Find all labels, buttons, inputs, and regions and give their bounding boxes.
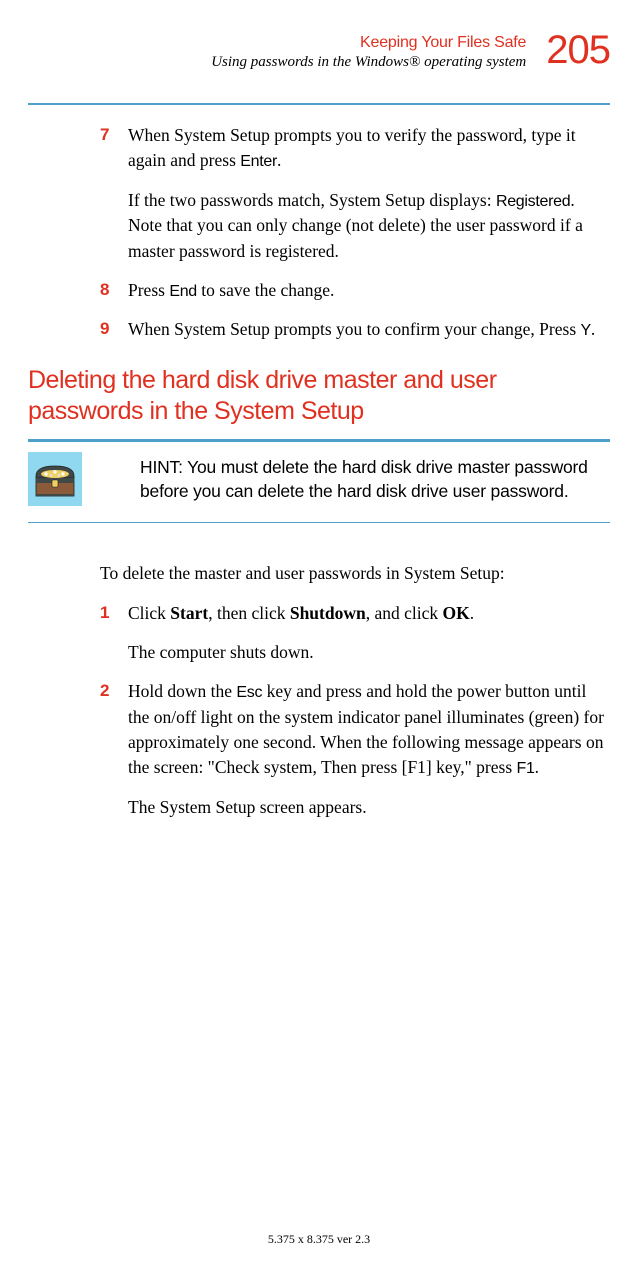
step-paragraph: Press End to save the change.	[128, 278, 610, 303]
step-item: 7When System Setup prompts you to verify…	[100, 123, 610, 264]
step-paragraph: When System Setup prompts you to verify …	[128, 123, 610, 174]
step-item: 2Hold down the Esc key and press and hol…	[100, 679, 610, 820]
section-title: Using passwords in the Windows® operatin…	[211, 54, 526, 71]
hint-text: HINT: You must delete the hard disk driv…	[140, 455, 610, 504]
page-content: 7When System Setup prompts you to verify…	[28, 123, 610, 820]
steps-list-b: 1Click Start, then click Shutdown, and c…	[100, 601, 610, 821]
step-paragraph: Hold down the Esc key and press and hold…	[128, 679, 610, 781]
step-text: Click Start, then click Shutdown, and cl…	[128, 601, 610, 666]
step-text: When System Setup prompts you to verify …	[128, 123, 610, 264]
hint-block: HINT: You must delete the hard disk driv…	[28, 439, 610, 523]
step-number: 9	[100, 317, 128, 342]
step-paragraph: Click Start, then click Shutdown, and cl…	[128, 601, 610, 626]
step-number: 8	[100, 278, 128, 303]
header-rule	[28, 103, 610, 105]
step-text: When System Setup prompts you to confirm…	[128, 317, 610, 342]
treasure-chest-icon	[28, 452, 82, 506]
step-item: 9When System Setup prompts you to confir…	[100, 317, 610, 342]
step-number: 2	[100, 679, 128, 820]
step-item: 8Press End to save the change.	[100, 278, 610, 303]
page-number: 205	[546, 30, 610, 70]
hint-row: HINT: You must delete the hard disk driv…	[28, 442, 610, 522]
step-text: Hold down the Esc key and press and hold…	[128, 679, 610, 820]
hint-rule-bottom	[28, 522, 610, 523]
header-text: Keeping Your Files Safe Using passwords …	[211, 30, 526, 71]
section-heading: Deleting the hard disk drive master and …	[28, 365, 610, 428]
page-footer: 5.375 x 8.375 ver 2.3	[0, 1232, 638, 1247]
step-paragraph: If the two passwords match, System Setup…	[128, 188, 610, 264]
step-text: Press End to save the change.	[128, 278, 610, 303]
step-paragraph: The System Setup screen appears.	[128, 795, 610, 820]
step-paragraph: The computer shuts down.	[128, 640, 610, 665]
chapter-title: Keeping Your Files Safe	[211, 34, 526, 52]
step-number: 7	[100, 123, 128, 264]
step-item: 1Click Start, then click Shutdown, and c…	[100, 601, 610, 666]
step-number: 1	[100, 601, 128, 666]
steps-list-a: 7When System Setup prompts you to verify…	[100, 123, 610, 343]
intro-text: To delete the master and user passwords …	[100, 561, 610, 586]
step-paragraph: When System Setup prompts you to confirm…	[128, 317, 610, 342]
page-header: Keeping Your Files Safe Using passwords …	[28, 30, 610, 71]
